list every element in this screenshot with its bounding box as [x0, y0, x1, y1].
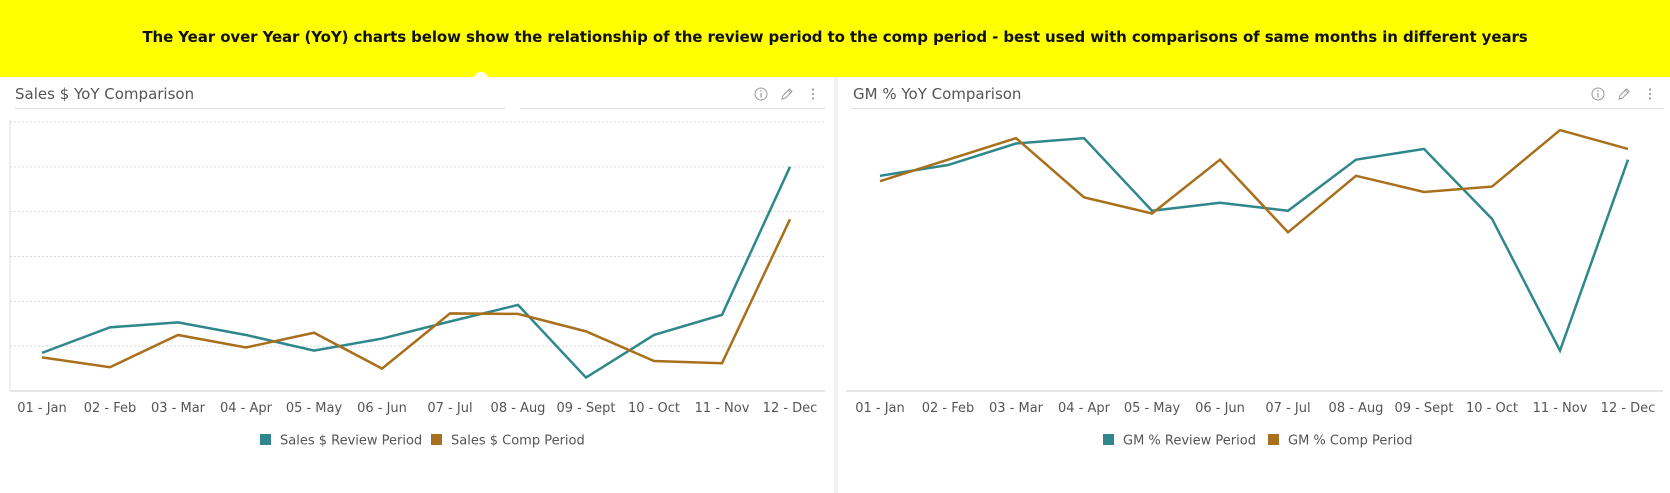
info-icon[interactable] — [753, 86, 769, 102]
series-line-comp[interactable] — [879, 128, 1629, 235]
legend-label[interactable]: GM % Comp Period — [1288, 434, 1413, 449]
legend-swatch — [1268, 434, 1279, 445]
series-line-review[interactable] — [41, 166, 792, 380]
x-tick-label: 12 - Dec — [1601, 401, 1656, 416]
x-tick-label: 07 - Jul — [1265, 401, 1310, 416]
panel-toolbar — [1590, 86, 1658, 102]
panel-title: Sales $ YoY Comparison — [15, 85, 195, 103]
title-underline — [15, 108, 505, 109]
x-tick-label: 10 - Oct — [628, 401, 680, 416]
sales-line-chart: 01 - Jan 02 - Feb 03 - Mar 04 - Apr 05 - May… — [9, 120, 825, 449]
x-tick-label: 11 - Nov — [695, 401, 750, 416]
legend-label[interactable]: Sales $ Review Period — [280, 434, 422, 449]
x-tick-label: 09 - Sept — [556, 401, 615, 416]
kebab-menu-icon[interactable] — [805, 86, 821, 102]
panel-toolbar — [753, 86, 821, 102]
x-tick-label: 10 - Oct — [1466, 401, 1518, 416]
panel-title: GM % YoY Comparison — [853, 85, 1022, 103]
banner-text: The Year over Year (YoY) charts below sh… — [142, 28, 1528, 46]
x-tick-label: 02 - Feb — [84, 401, 137, 416]
legend-swatch — [431, 434, 442, 445]
pencil-icon[interactable] — [779, 86, 795, 102]
x-tick-label: 11 - Nov — [1533, 401, 1588, 416]
x-tick-label: 03 - Mar — [989, 401, 1044, 416]
x-tick-label: 04 - Apr — [1058, 401, 1111, 416]
x-tick-label: 02 - Feb — [922, 401, 975, 416]
x-tick-label: 12 - Dec — [763, 401, 818, 416]
x-tick-label: 06 - Jun — [357, 401, 407, 416]
x-tick-label: 01 - Jan — [17, 401, 67, 416]
x-tick-label: 05 - May — [1124, 401, 1181, 416]
sales-yoy-panel: Sales $ YoY Comparison 01 - Jan 02 - Feb 0… — [0, 77, 833, 493]
info-icon[interactable] — [1590, 86, 1606, 102]
legend-swatch — [1103, 434, 1114, 445]
legend-label[interactable]: GM % Review Period — [1123, 434, 1256, 449]
legend-swatch — [260, 434, 271, 445]
x-tick-label: 03 - Mar — [151, 401, 206, 416]
pencil-icon[interactable] — [1616, 86, 1632, 102]
series-line-review[interactable] — [879, 136, 1630, 354]
x-tick-label: 05 - May — [286, 401, 343, 416]
series-line-comp[interactable] — [41, 218, 792, 371]
x-tick-label: 01 - Jan — [855, 401, 905, 416]
gm-yoy-panel: GM % YoY Comparison 01 - Jan 02 - Feb 03 -… — [838, 77, 1670, 493]
legend-label[interactable]: Sales $ Comp Period — [451, 434, 585, 449]
x-tick-label: 08 - Aug — [491, 401, 546, 416]
kebab-menu-icon[interactable] — [1642, 86, 1658, 102]
info-banner: The Year over Year (YoY) charts below sh… — [0, 0, 1670, 77]
panel-divider — [834, 77, 838, 493]
gm-line-chart: 01 - Jan 02 - Feb 03 - Mar 04 - Apr 05 - May… — [846, 128, 1663, 449]
title-underline — [851, 108, 1664, 109]
x-tick-label: 09 - Sept — [1394, 401, 1453, 416]
x-tick-label: 04 - Apr — [220, 401, 273, 416]
x-tick-label: 08 - Aug — [1329, 401, 1384, 416]
title-underline — [520, 108, 825, 109]
x-tick-label: 07 - Jul — [427, 401, 472, 416]
x-tick-label: 06 - Jun — [1195, 401, 1245, 416]
